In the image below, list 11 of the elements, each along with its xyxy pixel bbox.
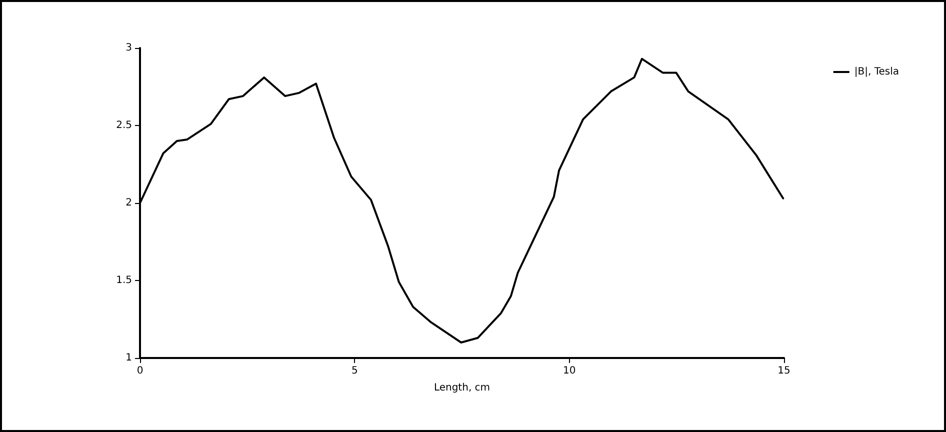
y-tick-label: 2 — [126, 198, 132, 208]
y-tick-label: 1 — [126, 352, 132, 364]
x-tick-label: 15 — [778, 366, 790, 376]
legend-label: |B|, Tesla — [854, 66, 900, 78]
x-tick-label: 5 — [351, 366, 358, 376]
y-tick-label: 2.5 — [116, 120, 132, 131]
x-tick-label: 10 — [562, 366, 576, 376]
y-tick-label: 3 — [126, 42, 132, 54]
y-tick-label: 1.5 — [116, 275, 132, 286]
x-tick-label: 0 — [136, 366, 144, 376]
x-axis-title: Length, cm — [434, 382, 490, 394]
